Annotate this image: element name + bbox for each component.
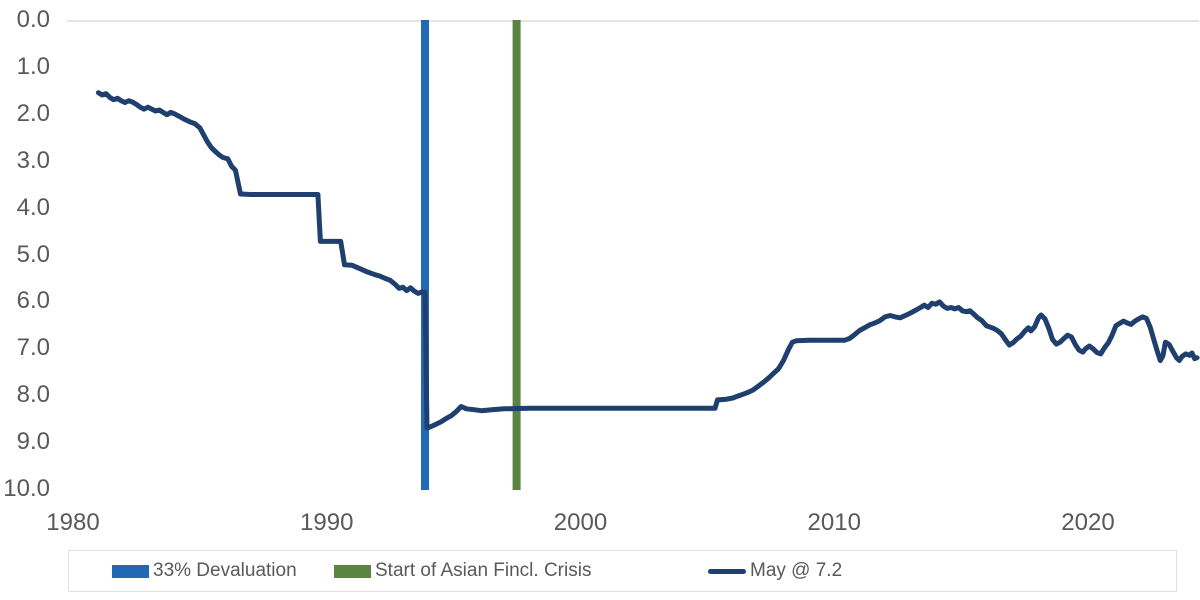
y-tick-label: 0.0	[16, 6, 50, 33]
legend-label-series: May @ 7.2	[750, 560, 843, 581]
y-tick-label: 2.0	[16, 99, 50, 127]
legend-label-asian-crisis: Start of Asian Fincl. Crisis	[375, 560, 592, 581]
x-tick-label: 1990	[300, 509, 354, 536]
y-tick-label: 3.0	[16, 146, 50, 174]
x-tick-label: 2010	[807, 509, 861, 536]
x-tick-label: 2000	[553, 509, 608, 536]
legend: 33% Devaluation Start of Asian Fincl. Cr…	[68, 550, 1177, 592]
y-tick-label: 8.0	[16, 381, 50, 409]
legend-item-devaluation: 33% Devaluation	[112, 551, 297, 591]
legend-swatch-devaluation	[112, 564, 149, 578]
y-tick-label: 7.0	[16, 334, 50, 362]
plot-area	[67, 20, 1200, 490]
y-tick-label: 4.0	[16, 193, 50, 221]
y-tick-label: 6.0	[16, 287, 50, 315]
x-tick-label: 2020	[1061, 509, 1115, 536]
legend-item-series: May @ 7.2	[708, 551, 842, 591]
y-tick-label: 5.0	[16, 240, 50, 268]
y-tick-label: 10.0	[3, 475, 50, 502]
legend-swatch-asian-crisis	[334, 564, 371, 578]
y-tick-label: 1.0	[16, 52, 50, 80]
y-tick-label: 9.0	[16, 428, 50, 456]
legend-swatch-series-line	[708, 568, 746, 574]
x-tick-label: 1980	[46, 509, 100, 536]
legend-label-devaluation: 33% Devaluation	[153, 560, 297, 581]
legend-item-asian-crisis: Start of Asian Fincl. Crisis	[334, 551, 591, 591]
series-line	[95, 90, 1200, 431]
